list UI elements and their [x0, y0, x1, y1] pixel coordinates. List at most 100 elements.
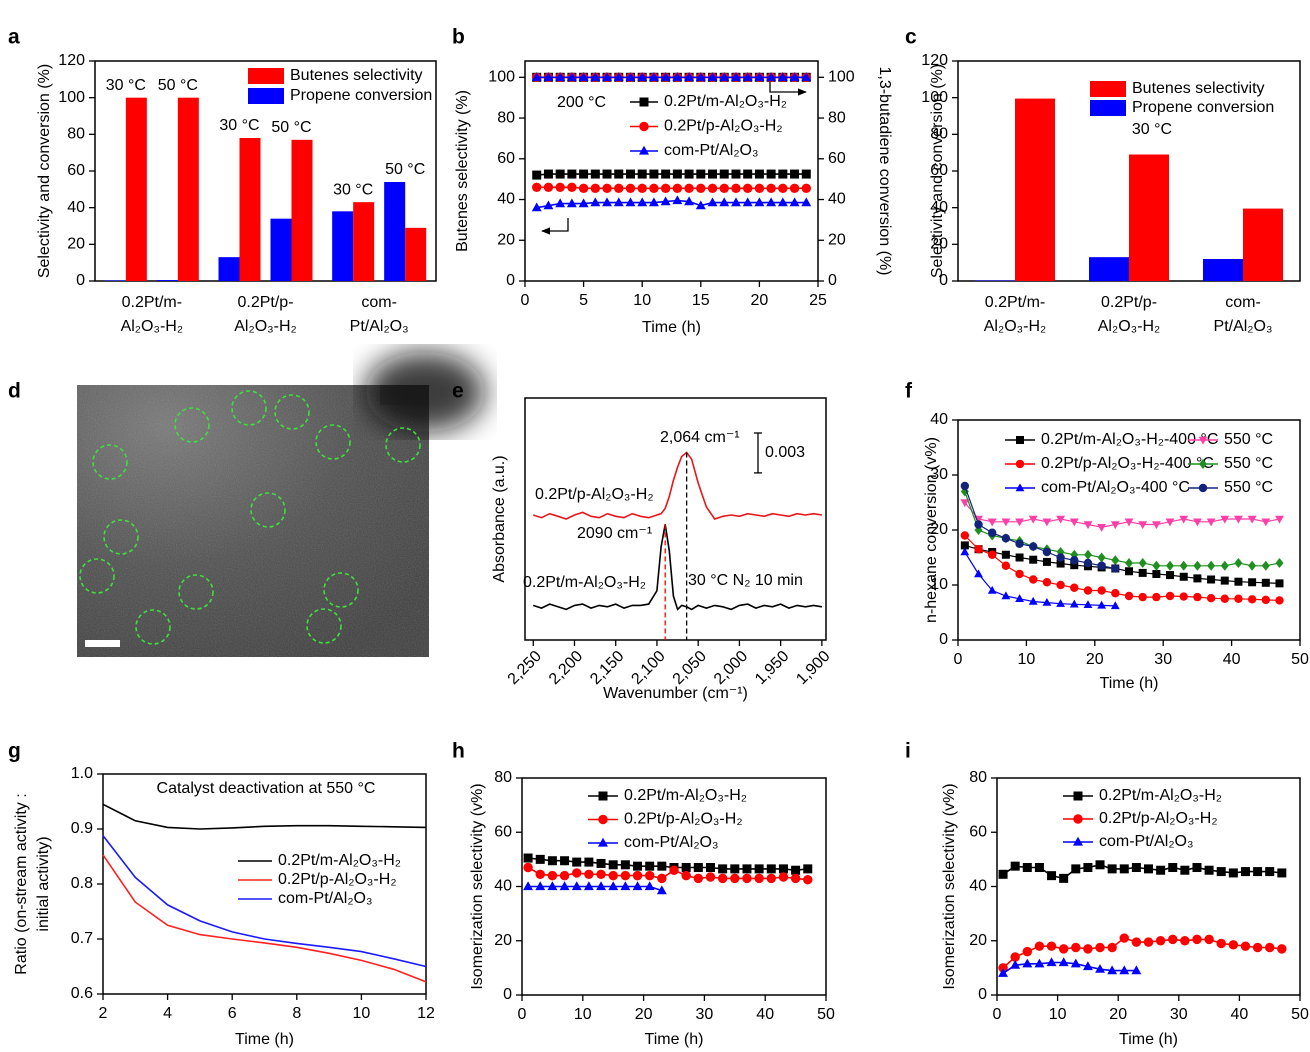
x-tick-label: 40: [1231, 1006, 1249, 1023]
data-point: [625, 72, 636, 81]
bar: [384, 182, 406, 281]
data-point: [543, 169, 553, 179]
legend-label: 0.2Pt/m-Al₂O₃-H₂: [624, 787, 747, 804]
data-point: [1192, 934, 1202, 945]
y-tick-label: 80: [494, 769, 512, 786]
x-tick-label: Pt/Al₂O₃: [1214, 318, 1273, 335]
y-tick-label: 100: [488, 69, 515, 86]
data-point: [1042, 547, 1052, 557]
data-point: [754, 864, 764, 874]
bar: [239, 138, 261, 281]
data-point: [1179, 515, 1189, 524]
data-point: [1111, 564, 1120, 573]
data-point: [1097, 524, 1106, 532]
data-point: [625, 169, 635, 179]
data-point: [532, 170, 542, 180]
bar: [156, 280, 178, 281]
data-point: [1015, 569, 1024, 579]
legend-label: 0.2Pt/p-Al₂O₃-H₂: [278, 871, 397, 888]
x-tick-label: 2,000: [711, 648, 751, 688]
data-point: [693, 863, 703, 873]
data-point: [1097, 561, 1106, 570]
data-point: [684, 196, 694, 206]
data-point: [1046, 941, 1057, 951]
data-point: [960, 499, 970, 508]
bar: [218, 257, 240, 281]
data-point: [1124, 518, 1134, 527]
x-tick-label: 2,150: [587, 648, 627, 688]
data-point: [1207, 560, 1216, 571]
bar: [353, 202, 375, 281]
data-point: [661, 169, 671, 179]
data-point: [1058, 957, 1069, 967]
data-point: [1042, 598, 1052, 606]
data-point: [649, 169, 659, 179]
data-point: [1275, 579, 1284, 588]
data-point: [1193, 592, 1202, 602]
data-point: [613, 197, 624, 207]
series-line: [1002, 863, 1282, 880]
data-point: [584, 869, 594, 880]
bar: [177, 97, 199, 282]
data-point: [988, 550, 997, 559]
x-tick-label: 2,050: [670, 648, 710, 688]
data-point: [707, 72, 718, 81]
series-line: [102, 803, 427, 830]
data-point: [1179, 560, 1188, 571]
legend-label: 0.2Pt/m-Al₂O₃-H₂: [278, 852, 401, 869]
y-tick-label: 0.9: [71, 820, 93, 837]
data-point: [754, 72, 765, 81]
y-tick-label: 0: [503, 986, 512, 1003]
y2-tick-label: 0: [828, 272, 837, 289]
data-point: [778, 183, 788, 194]
data-point: [1193, 518, 1202, 527]
data-point: [754, 183, 765, 194]
x-tick-label: 8: [292, 1005, 301, 1022]
data-point: [766, 183, 776, 194]
data-point: [1165, 591, 1175, 601]
highlight-circle: [385, 427, 421, 463]
panel-label: b: [452, 26, 465, 49]
data-point: [1095, 942, 1105, 953]
data-point: [1070, 583, 1079, 592]
x-tick-label: 0.2Pt/m-: [122, 294, 182, 311]
plot-frame: [957, 419, 1301, 641]
x-tick-label: Al₂O₃-H₂: [234, 318, 297, 335]
data-point: [559, 881, 570, 891]
data-point: [1204, 934, 1214, 945]
bar: [332, 211, 354, 281]
data-point: [1029, 575, 1038, 584]
image-shadow: [380, 385, 429, 405]
y-tick-label: 120: [921, 52, 948, 69]
legend-label: Butenes selectivity: [1132, 80, 1265, 97]
data-point: [1152, 570, 1161, 578]
data-point: [1240, 941, 1251, 951]
data-point: [960, 541, 969, 550]
data-point: [1107, 942, 1117, 953]
series-line: [964, 535, 1280, 601]
x-tick-label: 2: [99, 1005, 108, 1022]
data-point: [1071, 864, 1081, 874]
data-point: [1056, 553, 1065, 562]
data-point: [789, 183, 800, 194]
data-point: [1240, 867, 1250, 877]
x-tick-label: 20: [1086, 651, 1104, 668]
series-line: [964, 551, 1116, 607]
data-point: [614, 169, 624, 179]
legend-label: com-Pt/Al₂O₃: [278, 890, 373, 907]
data-point: [645, 861, 655, 871]
data-point: [596, 881, 606, 891]
x-tick-label: 0: [954, 651, 963, 668]
highlight-circle: [306, 608, 342, 644]
bar: [1015, 98, 1055, 281]
data-point: [801, 169, 811, 179]
data-point: [523, 881, 533, 891]
data-point: [590, 197, 601, 207]
x-tick-label: 0: [993, 1006, 1002, 1023]
data-point: [778, 169, 788, 179]
data-point: [1180, 865, 1190, 875]
data-point: [1143, 937, 1154, 947]
y-tick-label: 80: [930, 126, 948, 143]
y-axis-label: Absorbance (a.u.): [491, 455, 508, 582]
data-point: [754, 873, 764, 884]
